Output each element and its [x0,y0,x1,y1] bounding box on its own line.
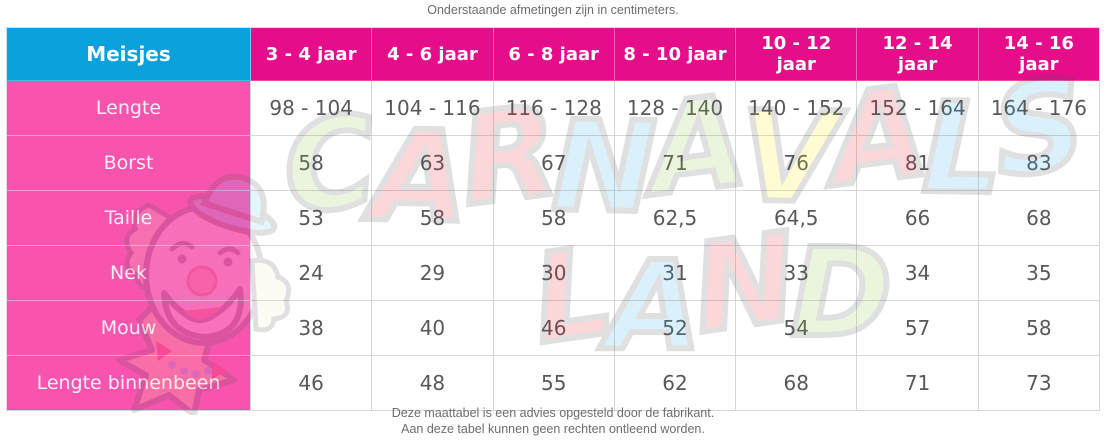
size-table-wrap: Meisjes 3 - 4 jaar 4 - 6 jaar 6 - 8 jaar 8 … [6,27,1100,415]
header-cell-age-6: 14 - 16 jaar [978,28,1100,81]
footer-line-1: Deze maattabel is een advies opgesteld d… [391,406,715,420]
cell-r4-c5: 57 [857,301,979,356]
row-label-1: Borst [7,136,251,191]
header-cell-age-5: 12 - 14 jaar [857,28,979,81]
footer-line-2: Aan deze tabel kunnen geen rechten ontle… [401,422,705,436]
cell-r3-c2: 30 [493,246,615,301]
footer-note: Deze maattabel is een advies opgesteld d… [0,405,1106,437]
table-row-0: Lengte 98 - 104 104 - 116 116 - 128 128 - 14… [7,81,1100,136]
cell-r4-c0: 38 [251,301,373,356]
cell-r1-c6: 83 [978,136,1100,191]
table-row-5: Lengte binnenbeen 46 48 55 62 68 71 73 [7,356,1100,411]
table-row-1: Borst 58 63 67 71 76 81 83 [7,136,1100,191]
cell-r0-c1: 104 - 116 [372,81,494,136]
cell-r2-c2: 58 [493,191,615,246]
cell-r0-c0: 98 - 104 [251,81,373,136]
row-label-2: Taille [7,191,251,246]
cell-r3-c4: 33 [736,246,858,301]
cell-r5-c5: 71 [857,356,979,411]
cell-r0-c2: 116 - 128 [493,81,615,136]
cell-r3-c5: 34 [857,246,979,301]
cell-r4-c3: 52 [614,301,737,356]
cell-r4-c1: 40 [372,301,494,356]
cell-r5-c3: 62 [614,356,737,411]
cell-r0-c4: 140 - 152 [736,81,858,136]
header-cell-age-4: 10 - 12 jaar [736,28,858,81]
cell-r4-c6: 58 [978,301,1100,356]
cell-r3-c0: 24 [251,246,373,301]
cell-r0-c3: 128 - 140 [614,81,737,136]
cell-r5-c6: 73 [978,356,1100,411]
cell-r1-c2: 67 [493,136,615,191]
table-row-3: Nek 24 29 30 31 33 34 35 [7,246,1100,301]
row-label-5: Lengte binnenbeen [7,356,251,411]
cell-r1-c0: 58 [251,136,373,191]
cell-r1-c4: 76 [736,136,858,191]
cell-r5-c2: 55 [493,356,615,411]
cell-r0-c5: 152 - 164 [857,81,979,136]
header-row: Meisjes 3 - 4 jaar 4 - 6 jaar 6 - 8 jaar 8 … [7,28,1100,81]
cell-r5-c4: 68 [736,356,858,411]
cell-r2-c4: 64,5 [736,191,858,246]
cell-r2-c0: 53 [251,191,373,246]
size-table-body: Lengte 98 - 104 104 - 116 116 - 128 128 - 14… [7,81,1100,411]
cell-r4-c4: 54 [736,301,858,356]
cell-r2-c3: 62,5 [614,191,737,246]
row-label-3: Nek [7,246,251,301]
cell-r1-c1: 63 [372,136,494,191]
table-row-2: Taille 53 58 58 62,5 64,5 66 68 [7,191,1100,246]
cell-r3-c1: 29 [372,246,494,301]
header-cell-meisjes: Meisjes [7,28,251,81]
cell-r2-c5: 66 [857,191,979,246]
header-cell-age-1: 4 - 6 jaar [372,28,494,81]
cell-r2-c6: 68 [978,191,1100,246]
cell-r1-c5: 81 [857,136,979,191]
cell-r1-c3: 71 [614,136,737,191]
row-label-4: Mouw [7,301,251,356]
cell-r4-c2: 46 [493,301,615,356]
row-label-0: Lengte [7,81,251,136]
header-cell-age-2: 6 - 8 jaar [493,28,615,81]
top-caption: Onderstaande afmetingen zijn in centimet… [427,3,679,17]
cell-r5-c1: 48 [372,356,494,411]
size-table: Meisjes 3 - 4 jaar 4 - 6 jaar 6 - 8 jaar 8 … [6,27,1100,411]
cell-r2-c1: 58 [372,191,494,246]
table-row-4: Mouw 38 40 46 52 54 57 58 [7,301,1100,356]
cell-r3-c3: 31 [614,246,737,301]
cell-r0-c6: 164 - 176 [978,81,1100,136]
header-cell-age-0: 3 - 4 jaar [251,28,373,81]
header-cell-age-3: 8 - 10 jaar [614,28,737,81]
cell-r5-c0: 46 [251,356,373,411]
cell-r3-c6: 35 [978,246,1100,301]
